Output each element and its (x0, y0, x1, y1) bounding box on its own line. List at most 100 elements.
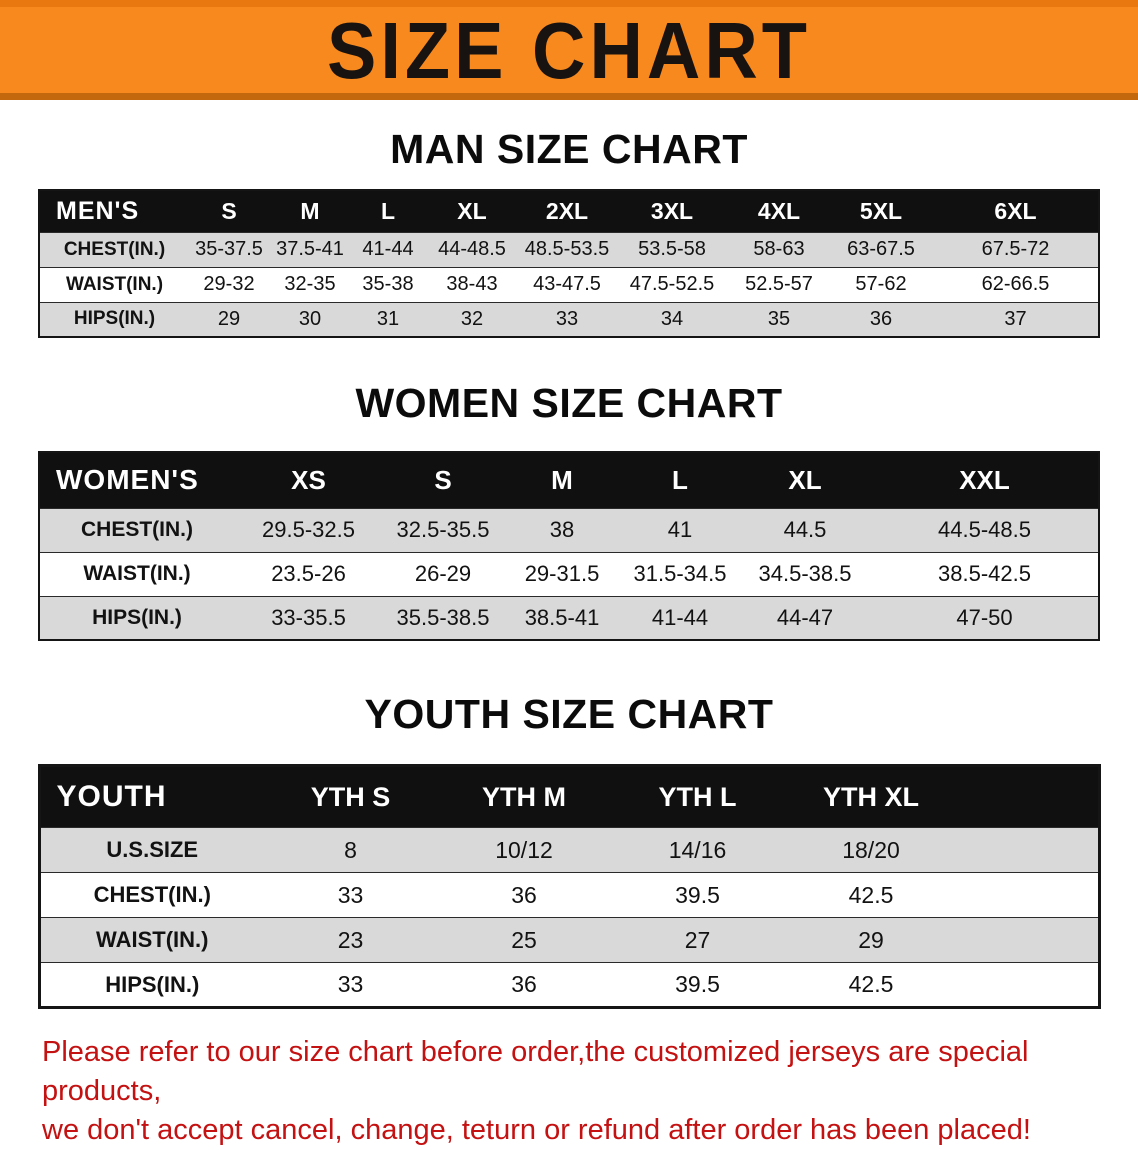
measurement-value: 29-31.5 (503, 551, 621, 596)
measurement-value: 23 (264, 917, 437, 963)
women-section-heading: WOMEN SIZE CHART (355, 380, 783, 426)
measurement-value: 30 (269, 301, 351, 337)
size-column-header: 6XL (933, 190, 1099, 232)
youth-size-table: YOUTH YTH S YTH M YTH L YTH XL U.S.SIZE 8 10/12… (37, 764, 1101, 1009)
size-column-header (958, 765, 1099, 828)
row-group-label: MEN'S (39, 190, 189, 232)
size-column-header: XS (234, 452, 383, 508)
measurement-value (958, 917, 1099, 963)
measurement-value: 36 (437, 962, 611, 1008)
measurement-value: 29.5-32.5 (234, 507, 383, 552)
size-column-header: M (269, 190, 351, 232)
measurement-value: 33 (519, 301, 615, 337)
table-row: CHEST(IN.) 35-37.5 37.5-41 41-44 44-48.5 48.5… (39, 231, 1099, 267)
measurement-value: 47-50 (871, 595, 1099, 640)
measurement-value: 44.5 (739, 507, 871, 552)
measurement-value: 43-47.5 (519, 266, 615, 302)
measurement-value: 39.5 (611, 872, 784, 918)
men-size-table: MEN'S S M L XL 2XL 3XL 4XL 5XL 6XL CHEST(IN.) 35-37… (38, 189, 1100, 338)
measurement-label: HIPS(IN.) (39, 301, 189, 337)
size-column-header: 4XL (729, 190, 829, 232)
measurement-value: 41 (621, 507, 739, 552)
measurement-label: CHEST(IN.) (39, 507, 234, 552)
measurement-value: 47.5-52.5 (615, 266, 729, 302)
measurement-value: 44-47 (739, 595, 871, 640)
measurement-value: 33-35.5 (234, 595, 383, 640)
table-row: U.S.SIZE 8 10/12 14/16 18/20 (39, 827, 1099, 873)
measurement-label: WAIST(IN.) (39, 266, 189, 302)
size-column-header: S (189, 190, 269, 232)
measurement-label: CHEST(IN.) (39, 231, 189, 267)
measurement-value: 53.5-58 (615, 231, 729, 267)
table-row: HIPS(IN.) 29 30 31 32 33 34 35 36 37 (39, 301, 1099, 337)
size-column-header: S (383, 452, 503, 508)
table-row: WAIST(IN.) 23 25 27 29 (39, 917, 1099, 963)
measurement-label: U.S.SIZE (39, 827, 264, 873)
measurement-value: 57-62 (829, 266, 933, 302)
size-column-header: 2XL (519, 190, 615, 232)
measurement-value: 42.5 (784, 872, 958, 918)
measurement-value: 35-37.5 (189, 231, 269, 267)
size-column-header: YTH XL (784, 765, 958, 828)
man-size-chart-section: MAN SIZE CHART MEN'S S M L XL 2XL 3XL 4XL 5XL 6XL… (0, 126, 1138, 338)
measurement-value: 39.5 (611, 962, 784, 1008)
measurement-value: 33 (264, 872, 437, 918)
youth-section-heading: YOUTH SIZE CHART (364, 691, 774, 737)
table-row: WAIST(IN.) 23.5-26 26-29 29-31.5 31.5-34.5 34… (39, 551, 1099, 596)
measurement-value: 38.5-42.5 (871, 551, 1099, 596)
measurement-value: 44-48.5 (425, 231, 519, 267)
measurement-value: 37 (933, 301, 1099, 337)
disclaimer-text: Please refer to our size chart before or… (0, 1033, 1138, 1150)
table-row: HIPS(IN.) 33 36 39.5 42.5 (39, 962, 1099, 1008)
measurement-value: 63-67.5 (829, 231, 933, 267)
measurement-value: 38.5-41 (503, 595, 621, 640)
disclaimer-line-1: Please refer to our size chart before or… (42, 1036, 1029, 1108)
measurement-value: 8 (264, 827, 437, 873)
size-column-header: 3XL (615, 190, 729, 232)
size-column-header: 5XL (829, 190, 933, 232)
row-group-label: WOMEN'S (39, 452, 234, 508)
measurement-value: 62-66.5 (933, 266, 1099, 302)
size-column-header: XL (739, 452, 871, 508)
disclaimer-line-2: we don't accept cancel, change, teturn o… (42, 1114, 1031, 1147)
measurement-value (958, 962, 1099, 1008)
size-column-header: YTH M (437, 765, 611, 828)
women-size-table: WOMEN'S XS S M L XL XXL CHEST(IN.) 29.5-32.5 32.5… (38, 451, 1100, 641)
row-group-label: YOUTH (39, 765, 264, 828)
measurement-value: 37.5-41 (269, 231, 351, 267)
measurement-value (958, 827, 1099, 873)
measurement-value: 35 (729, 301, 829, 337)
table-header-row: WOMEN'S XS S M L XL XXL (39, 452, 1099, 508)
measurement-value: 52.5-57 (729, 266, 829, 302)
measurement-value: 14/16 (611, 827, 784, 873)
measurement-value: 25 (437, 917, 611, 963)
youth-size-chart-section: YOUTH SIZE CHART YOUTH YTH S YTH M YTH L YTH… (0, 691, 1138, 1009)
measurement-value: 34.5-38.5 (739, 551, 871, 596)
size-column-header: XL (425, 190, 519, 232)
banner-title: SIZE CHART (327, 5, 811, 95)
table-row: CHEST(IN.) 29.5-32.5 32.5-35.5 38 41 44.5 44.5… (39, 507, 1099, 552)
measurement-label: WAIST(IN.) (39, 917, 264, 963)
size-column-header: M (503, 452, 621, 508)
measurement-label: HIPS(IN.) (39, 962, 264, 1008)
measurement-value: 31 (351, 301, 425, 337)
measurement-value: 27 (611, 917, 784, 963)
size-chart-banner: SIZE CHART (0, 0, 1138, 100)
table-header-row: YOUTH YTH S YTH M YTH L YTH XL (39, 765, 1099, 828)
size-column-header: L (621, 452, 739, 508)
table-row: HIPS(IN.) 33-35.5 35.5-38.5 38.5-41 41-44 44-… (39, 595, 1099, 640)
measurement-value: 38 (503, 507, 621, 552)
measurement-value: 35-38 (351, 266, 425, 302)
measurement-value: 67.5-72 (933, 231, 1099, 267)
size-column-header: XXL (871, 452, 1099, 508)
measurement-value: 58-63 (729, 231, 829, 267)
measurement-value: 42.5 (784, 962, 958, 1008)
measurement-value: 34 (615, 301, 729, 337)
measurement-value: 10/12 (437, 827, 611, 873)
measurement-value: 23.5-26 (234, 551, 383, 596)
size-column-header: YTH L (611, 765, 784, 828)
measurement-value: 26-29 (383, 551, 503, 596)
man-section-heading: MAN SIZE CHART (390, 126, 748, 172)
measurement-value: 31.5-34.5 (621, 551, 739, 596)
measurement-value: 32.5-35.5 (383, 507, 503, 552)
